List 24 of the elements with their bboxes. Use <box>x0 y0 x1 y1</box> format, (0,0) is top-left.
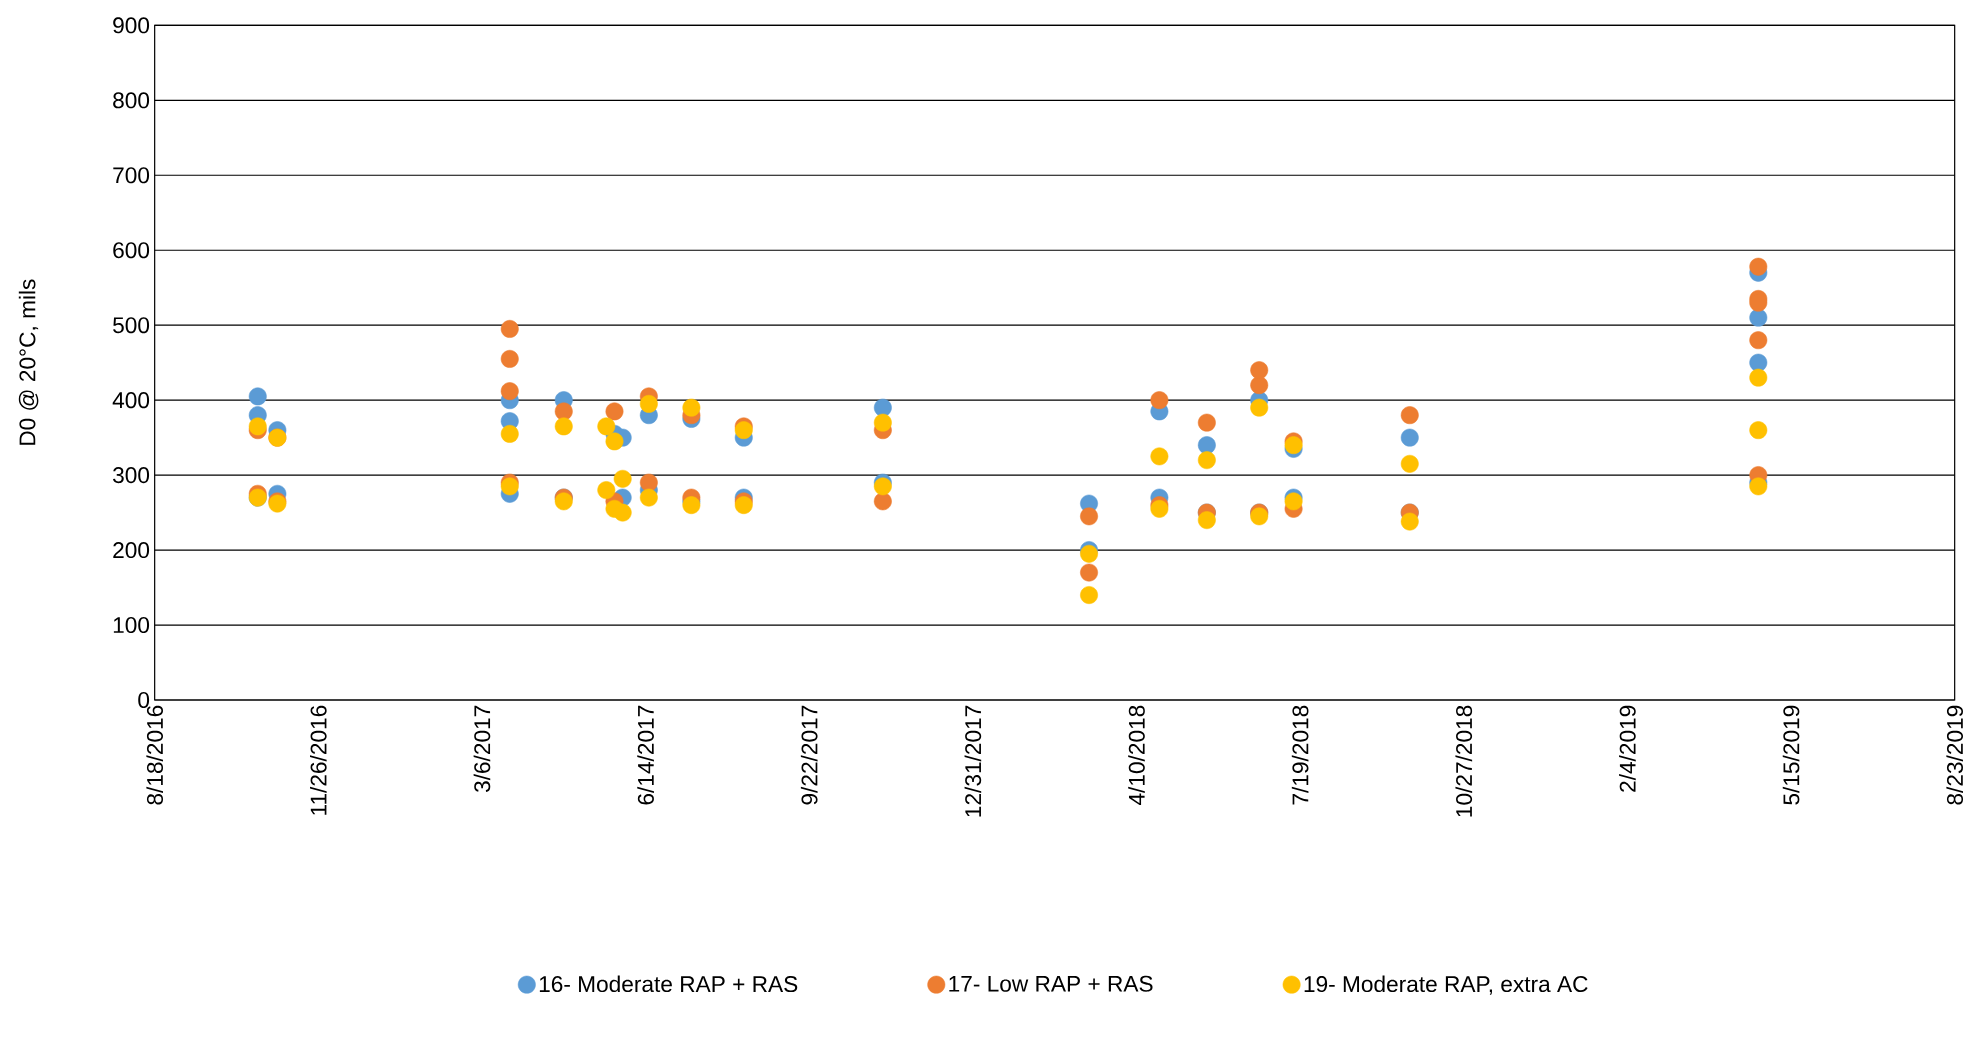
x-tick-label: 3/6/2017 <box>473 705 491 792</box>
x-tick-label: 5/15/2019 <box>1782 705 1800 805</box>
y-tick-label: 800 <box>113 92 150 109</box>
legend-label: 16- Moderate RAP + RAS <box>539 975 798 992</box>
y-tick-label: 900 <box>113 17 150 34</box>
legend-label: 19- Moderate RAP, extra AC <box>1304 975 1588 995</box>
x-tick-label: 4/10/2018 <box>1128 705 1145 805</box>
x-tick-label: 8/23/2019 <box>1946 705 1964 805</box>
y-tick-label: 700 <box>113 167 150 184</box>
x-tick-label: 9/22/2017 <box>800 705 818 805</box>
y-tick-label: 100 <box>113 616 150 633</box>
y-tick-label: 600 <box>113 242 150 259</box>
x-tick-label: 10/27/2018 <box>1455 705 1473 817</box>
y-tick-label: 400 <box>112 391 150 409</box>
y-tick-label: 500 <box>113 317 150 334</box>
x-tick-label: 7/19/2018 <box>1291 705 1309 805</box>
y-axis-title: D0 @ 20°C, mils <box>18 279 39 445</box>
x-tick-label: 6/14/2017 <box>637 705 654 805</box>
y-tick-label: 200 <box>113 541 150 558</box>
x-tick-label: 2/4/2019 <box>1619 705 1636 792</box>
x-tick-label: 12/31/2017 <box>964 705 982 817</box>
y-tick-label: 300 <box>113 466 150 483</box>
x-tick-label: 11/26/2016 <box>309 705 327 815</box>
legend-label: 17- Low RAP + RAS <box>949 975 1153 992</box>
